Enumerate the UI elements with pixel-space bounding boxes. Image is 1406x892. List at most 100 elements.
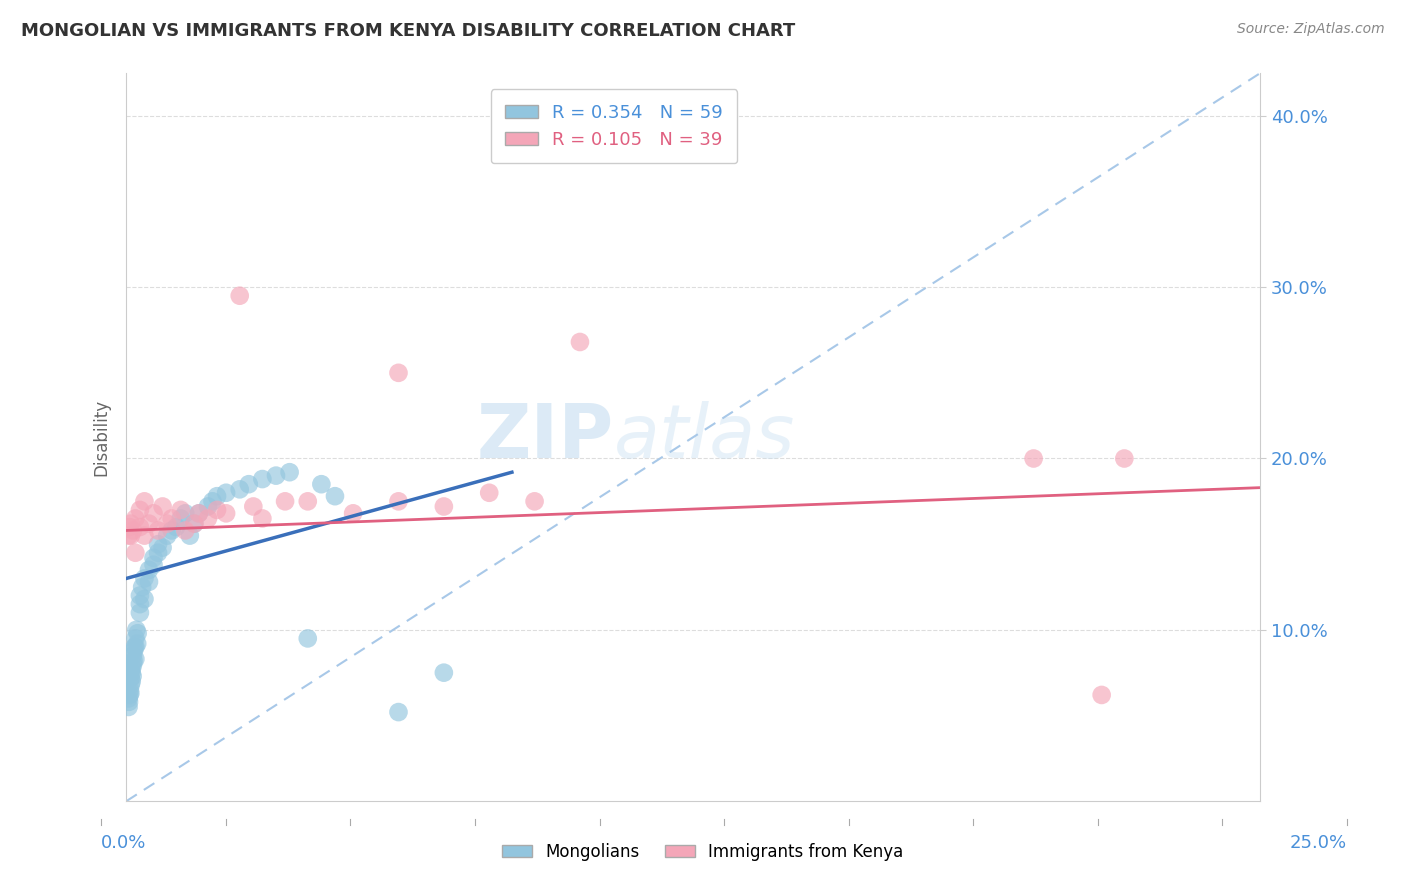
Point (152, 541, 174, 555)
Point (523, 494, 546, 508)
Point (183, 516, 205, 531)
Point (274, 494, 297, 508)
Point (120, 516, 142, 531)
Point (568, 334, 591, 349)
Point (118, 520, 141, 534)
Point (138, 574, 160, 589)
Point (121, 660, 143, 674)
Point (146, 537, 169, 551)
Point (387, 494, 409, 508)
Point (134, 528, 156, 542)
Point (142, 506, 165, 520)
Point (278, 465, 301, 479)
Point (170, 503, 193, 517)
Point (170, 511, 193, 525)
Y-axis label: Disability: Disability (93, 399, 110, 475)
Point (142, 558, 165, 572)
Point (311, 477, 333, 491)
Point (120, 528, 142, 542)
Point (131, 580, 153, 594)
Point (205, 503, 228, 517)
Point (122, 648, 145, 663)
Text: 0.0%: 0.0% (101, 834, 146, 852)
Point (252, 472, 274, 486)
Text: ZIP: ZIP (477, 401, 614, 474)
Point (118, 682, 141, 697)
Point (183, 516, 205, 531)
Point (120, 678, 142, 692)
Point (124, 632, 146, 646)
Point (179, 528, 201, 542)
Point (129, 503, 152, 517)
Point (264, 468, 287, 483)
Point (165, 520, 187, 534)
Point (228, 483, 250, 497)
Point (134, 494, 156, 508)
Text: MONGOLIAN VS IMMIGRANTS FROM KENYA DISABILITY CORRELATION CHART: MONGOLIAN VS IMMIGRANTS FROM KENYA DISAB… (21, 22, 796, 40)
Point (205, 489, 228, 503)
Point (124, 640, 146, 654)
Text: Source: ZipAtlas.com: Source: ZipAtlas.com (1237, 22, 1385, 37)
Point (156, 528, 179, 542)
Legend: Mongolians, Immigrants from Kenya: Mongolians, Immigrants from Kenya (496, 837, 910, 868)
Point (160, 524, 183, 538)
Point (197, 500, 219, 514)
Point (146, 546, 169, 560)
Point (297, 494, 319, 508)
Point (120, 686, 142, 700)
Point (146, 524, 169, 538)
Point (152, 500, 174, 514)
Point (323, 489, 346, 503)
Point (174, 524, 197, 538)
Point (121, 669, 143, 683)
Point (124, 652, 146, 666)
Point (242, 500, 264, 514)
Point (122, 654, 145, 668)
Point (187, 506, 209, 520)
Point (174, 506, 197, 520)
Point (228, 289, 250, 303)
Point (117, 691, 139, 706)
Point (127, 636, 149, 650)
Point (122, 524, 145, 538)
Point (125, 623, 148, 637)
Point (156, 516, 179, 531)
Point (238, 477, 260, 491)
Text: atlas: atlas (614, 401, 796, 473)
Text: 25.0%: 25.0% (1289, 834, 1347, 852)
Legend: R = 0.354   N = 59, R = 0.105   N = 39: R = 0.354 N = 59, R = 0.105 N = 39 (491, 89, 737, 163)
Point (124, 511, 146, 525)
Point (342, 506, 364, 520)
Point (122, 643, 145, 657)
Point (215, 485, 238, 500)
Point (138, 563, 160, 577)
Point (433, 500, 456, 514)
Point (118, 688, 141, 702)
Point (122, 657, 145, 672)
Point (117, 700, 139, 714)
Point (160, 511, 183, 525)
Point (1022, 451, 1045, 466)
Point (120, 664, 142, 678)
Point (201, 494, 224, 508)
Point (387, 705, 409, 719)
Point (252, 511, 274, 525)
Point (127, 626, 149, 640)
Point (121, 665, 143, 680)
Point (387, 366, 409, 380)
Point (433, 665, 456, 680)
Point (129, 606, 152, 620)
Point (129, 589, 152, 603)
Point (187, 506, 209, 520)
Point (129, 520, 152, 534)
Point (124, 546, 146, 560)
Point (215, 506, 238, 520)
Point (142, 550, 165, 565)
Point (197, 511, 219, 525)
Point (129, 597, 152, 611)
Point (1114, 451, 1136, 466)
Point (297, 632, 319, 646)
Point (478, 485, 501, 500)
Point (121, 674, 143, 689)
Point (120, 671, 142, 685)
